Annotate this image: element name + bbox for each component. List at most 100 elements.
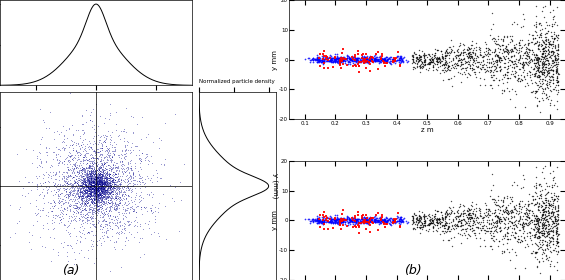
Point	[81, 184, 90, 188]
Point	[64, 158, 73, 162]
Point	[79, 177, 88, 181]
Point	[63, 153, 72, 157]
Point	[84, 168, 93, 172]
Point	[433, 48, 442, 52]
Point	[88, 228, 97, 233]
Point	[546, 89, 555, 93]
Point	[551, 216, 560, 221]
Point	[129, 206, 138, 211]
Point	[545, 80, 554, 85]
Point	[481, 53, 490, 57]
Point	[433, 221, 442, 225]
Point	[82, 166, 91, 171]
Point	[534, 201, 544, 205]
Point	[502, 80, 511, 84]
Point	[383, 59, 392, 64]
Point	[70, 197, 79, 202]
Point	[540, 51, 549, 56]
Point	[465, 211, 474, 215]
Point	[545, 65, 554, 69]
Point	[511, 92, 520, 96]
Point	[64, 192, 73, 197]
Point	[328, 65, 337, 69]
Point	[121, 192, 130, 196]
Point	[115, 176, 124, 180]
Point	[531, 250, 540, 254]
Point	[453, 48, 462, 52]
Point	[433, 56, 442, 61]
Point	[535, 259, 544, 264]
Point	[115, 155, 124, 159]
Point	[125, 223, 134, 227]
Point	[85, 187, 94, 192]
Point	[106, 224, 115, 229]
Point	[498, 241, 507, 246]
Point	[94, 179, 103, 184]
Point	[529, 50, 538, 54]
Point	[315, 213, 324, 217]
Point	[471, 235, 480, 240]
Point	[399, 56, 408, 60]
Point	[84, 178, 93, 182]
Point	[325, 220, 334, 225]
Point	[486, 233, 495, 238]
Point	[413, 220, 422, 225]
Point	[495, 57, 504, 61]
Point	[85, 166, 94, 171]
Point	[554, 83, 563, 88]
Point	[86, 185, 95, 189]
Point	[545, 227, 554, 231]
Point	[54, 194, 63, 199]
Point	[33, 211, 42, 215]
Point	[98, 164, 107, 169]
Point	[91, 181, 100, 186]
Point	[59, 186, 68, 190]
Point	[85, 158, 94, 163]
Point	[71, 216, 80, 220]
Point	[106, 203, 115, 208]
Point	[502, 54, 511, 58]
Point	[71, 257, 80, 262]
Point	[479, 238, 488, 242]
Point	[93, 170, 102, 175]
Point	[493, 42, 502, 46]
Point	[78, 213, 87, 218]
Point	[465, 46, 474, 50]
Point	[375, 57, 384, 61]
Point	[92, 186, 101, 191]
Point	[58, 207, 67, 212]
Point	[487, 75, 496, 80]
Point	[504, 217, 513, 221]
Point	[73, 186, 82, 190]
Point	[466, 215, 475, 220]
Point	[69, 211, 78, 216]
Point	[383, 219, 392, 224]
Point	[541, 37, 550, 42]
Point	[100, 154, 109, 159]
Point	[111, 109, 120, 114]
Point	[99, 194, 108, 199]
Point	[467, 213, 476, 217]
Point	[97, 189, 106, 193]
Point	[339, 219, 348, 224]
Point	[540, 231, 549, 235]
Point	[503, 76, 512, 81]
Point	[75, 143, 84, 148]
Point	[89, 190, 98, 194]
Point	[98, 187, 107, 191]
Point	[108, 192, 118, 196]
Point	[98, 202, 107, 206]
Point	[332, 219, 341, 223]
Point	[551, 223, 560, 227]
Point	[440, 61, 449, 66]
Point	[438, 62, 447, 67]
Point	[91, 194, 100, 198]
Point	[93, 185, 102, 190]
Point	[97, 181, 106, 185]
Point	[145, 192, 154, 196]
Point	[90, 223, 99, 228]
Point	[547, 185, 557, 189]
Point	[444, 223, 453, 228]
Point	[112, 191, 121, 195]
Point	[444, 68, 453, 73]
